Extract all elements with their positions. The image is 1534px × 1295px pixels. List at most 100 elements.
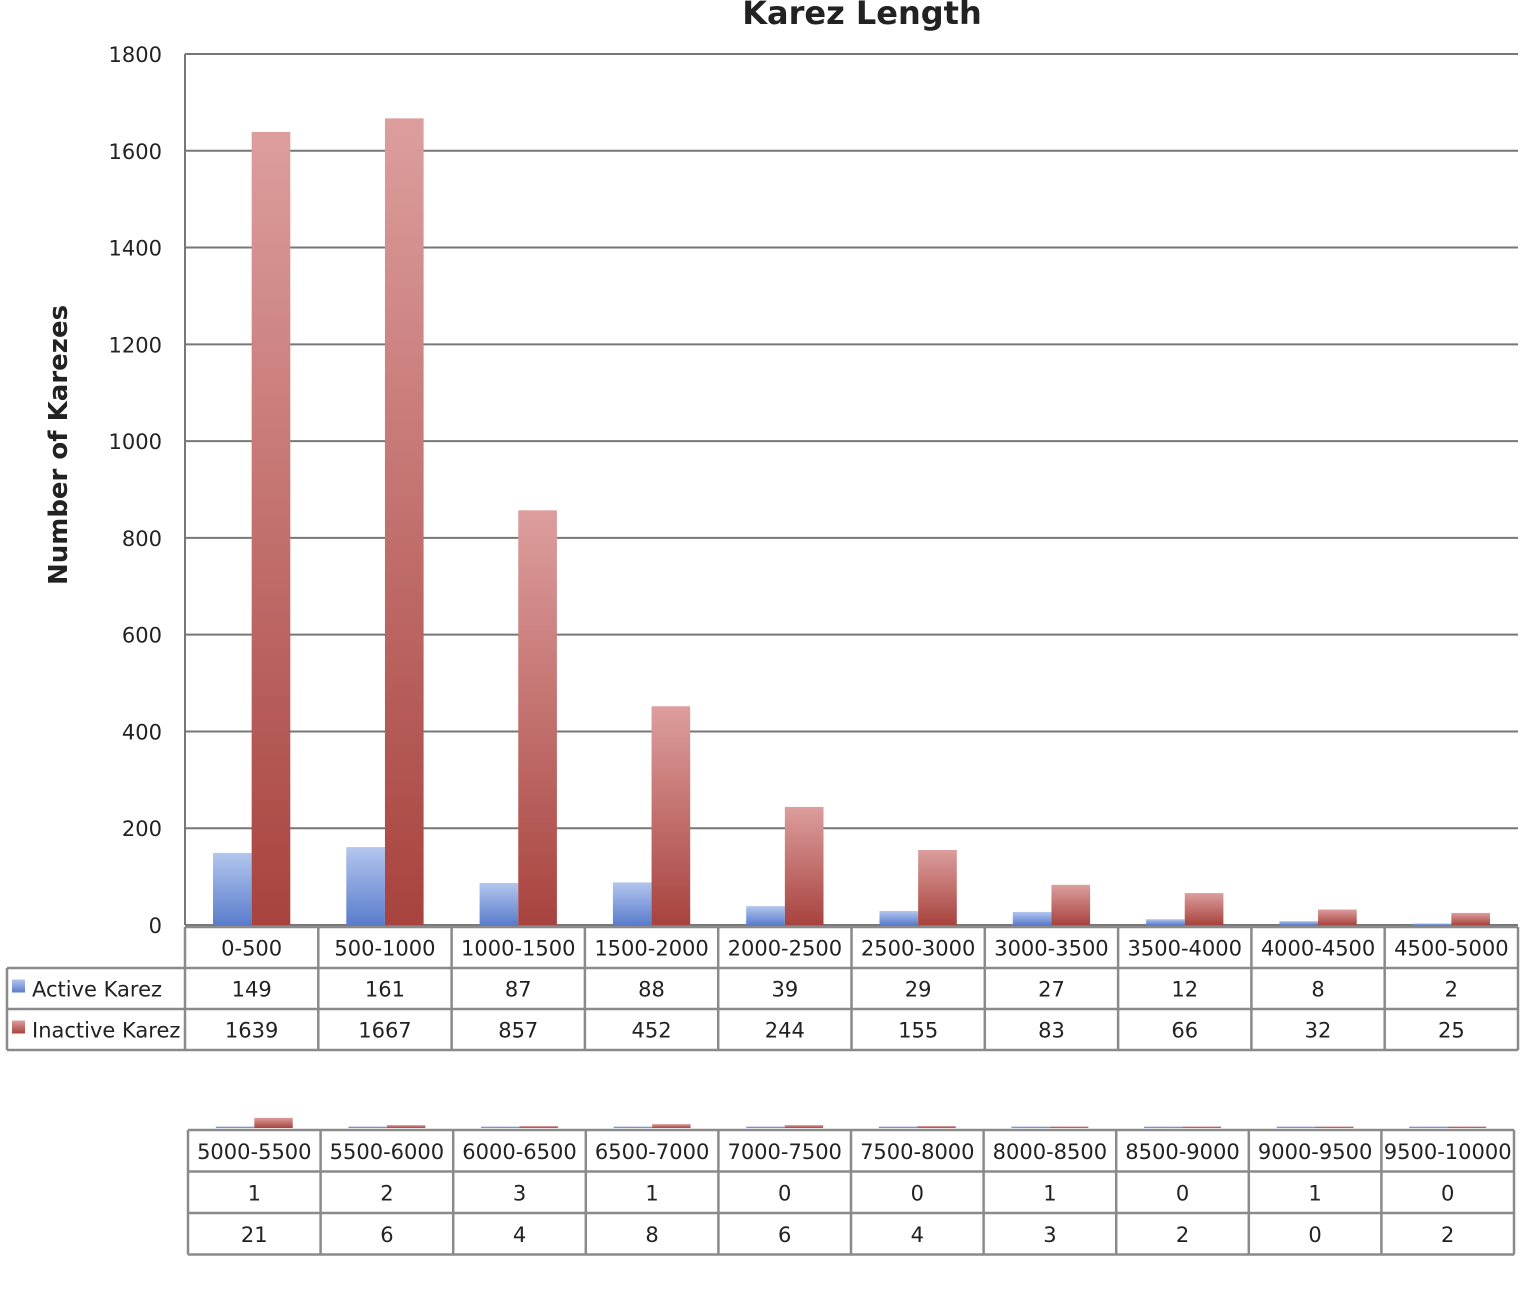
data-label-active: 87 — [505, 978, 532, 1002]
category-label: 9000-9500 — [1258, 1140, 1372, 1164]
bar-inactive — [784, 806, 824, 925]
data-label-active: 27 — [1038, 978, 1065, 1002]
data-label-active: 88 — [638, 978, 665, 1002]
bar-active — [479, 882, 519, 925]
data-label-inactive: 2 — [1176, 1223, 1189, 1247]
bar-inactive — [251, 131, 291, 925]
data-label-active: 3 — [513, 1181, 526, 1205]
data-label-active: 12 — [1171, 978, 1198, 1002]
category-label: 0-500 — [221, 937, 282, 961]
data-label-active: 1 — [645, 1181, 658, 1205]
bar-active — [746, 906, 785, 925]
legend-swatch-active — [12, 979, 25, 993]
bar-inactive — [1451, 912, 1491, 925]
category-label: 6500-7000 — [595, 1140, 709, 1164]
y-tick-label: 600 — [122, 624, 162, 648]
bar-active — [1279, 921, 1319, 925]
y-tick-label: 1600 — [109, 140, 162, 164]
lower-bar-active — [1011, 1126, 1050, 1128]
y-tick-label: 1400 — [109, 237, 162, 261]
y-tick-label: 1200 — [109, 333, 162, 357]
y-axis-label: Number of Karezes — [44, 305, 74, 585]
bar-inactive — [651, 706, 691, 925]
lower-bar-active — [215, 1126, 255, 1128]
data-label-inactive: 155 — [898, 1019, 938, 1043]
data-label-inactive: 6 — [778, 1223, 791, 1247]
lower-bar-active — [1276, 1126, 1316, 1128]
data-label-inactive: 0 — [1308, 1223, 1321, 1247]
bar-inactive — [518, 510, 557, 925]
data-label-active: 0 — [911, 1181, 924, 1205]
data-label-active: 161 — [365, 978, 405, 1002]
category-label: 2000-2500 — [728, 937, 842, 961]
category-label: 4500-5000 — [1394, 937, 1508, 961]
category-label: 7000-7500 — [727, 1140, 841, 1164]
lower-bar-active — [481, 1126, 520, 1128]
legend-label: Active Karez — [32, 978, 162, 1002]
data-label-inactive: 8 — [645, 1223, 658, 1247]
data-label-active: 39 — [771, 978, 798, 1002]
category-label: 4000-4500 — [1261, 937, 1375, 961]
category-label: 5000-5500 — [197, 1140, 311, 1164]
category-label: 3000-3500 — [994, 937, 1108, 961]
bar-active — [346, 847, 385, 925]
data-label-inactive: 1667 — [358, 1019, 411, 1043]
category-label: 1000-1500 — [461, 937, 575, 961]
chart-title: Karez Length — [742, 0, 982, 32]
lower-bar-inactive — [917, 1126, 956, 1128]
bar-inactive — [1318, 909, 1357, 925]
bar-inactive — [384, 118, 424, 925]
y-tick-label: 800 — [122, 527, 162, 551]
data-label-active: 1 — [1308, 1181, 1321, 1205]
lower-bar-inactive — [519, 1126, 558, 1128]
lower-bar-inactive — [1447, 1126, 1487, 1128]
data-label-inactive: 3 — [1043, 1223, 1056, 1247]
data-label-active: 1 — [1043, 1181, 1056, 1205]
data-label-inactive: 32 — [1305, 1019, 1332, 1043]
category-label: 5500-6000 — [330, 1140, 444, 1164]
data-label-inactive: 21 — [241, 1223, 268, 1247]
data-label-inactive: 83 — [1038, 1019, 1065, 1043]
category-label: 2500-3000 — [861, 937, 975, 961]
category-label: 7500-8000 — [860, 1140, 974, 1164]
data-label-active: 1 — [248, 1181, 261, 1205]
category-label: 9500-10000 — [1384, 1140, 1512, 1164]
category-label: 6000-6500 — [462, 1140, 576, 1164]
lower-bar-inactive — [254, 1117, 293, 1128]
lower-bar-inactive — [1315, 1126, 1354, 1128]
lower-bar-inactive — [1049, 1126, 1089, 1128]
bar-inactive — [918, 849, 957, 925]
data-label-active: 0 — [778, 1181, 791, 1205]
bar-active — [1012, 911, 1052, 925]
bar-active — [1412, 923, 1452, 925]
data-label-inactive: 4 — [513, 1223, 526, 1247]
lower-bar-inactive — [386, 1125, 426, 1128]
lower-bar-inactive — [784, 1125, 824, 1128]
lower-bar-active — [746, 1126, 785, 1128]
data-label-inactive: 857 — [498, 1019, 538, 1043]
data-label-active: 8 — [1311, 978, 1324, 1002]
data-label-inactive: 6 — [380, 1223, 393, 1247]
data-label-active: 2 — [380, 1181, 393, 1205]
bar-active — [1146, 919, 1185, 925]
lower-bar-active — [878, 1126, 918, 1128]
category-label: 1500-2000 — [594, 937, 708, 961]
data-label-inactive: 452 — [632, 1019, 672, 1043]
lower-bar-active — [1144, 1126, 1183, 1128]
lower-bar-inactive — [652, 1124, 691, 1128]
y-tick-label: 200 — [122, 817, 162, 841]
data-label-active: 149 — [232, 978, 272, 1002]
y-tick-label: 1000 — [109, 430, 162, 454]
bar-inactive — [1184, 893, 1224, 925]
data-label-inactive: 25 — [1438, 1019, 1465, 1043]
y-tick-label: 1800 — [109, 43, 162, 67]
lower-bar-active — [348, 1126, 387, 1128]
data-label-active: 0 — [1176, 1181, 1189, 1205]
category-label: 500-1000 — [334, 937, 435, 961]
bar-inactive — [1051, 884, 1091, 925]
lower-bar-active — [613, 1126, 653, 1128]
bar-active — [612, 882, 652, 925]
legend-swatch-inactive — [12, 1020, 25, 1034]
data-label-active: 0 — [1441, 1181, 1454, 1205]
